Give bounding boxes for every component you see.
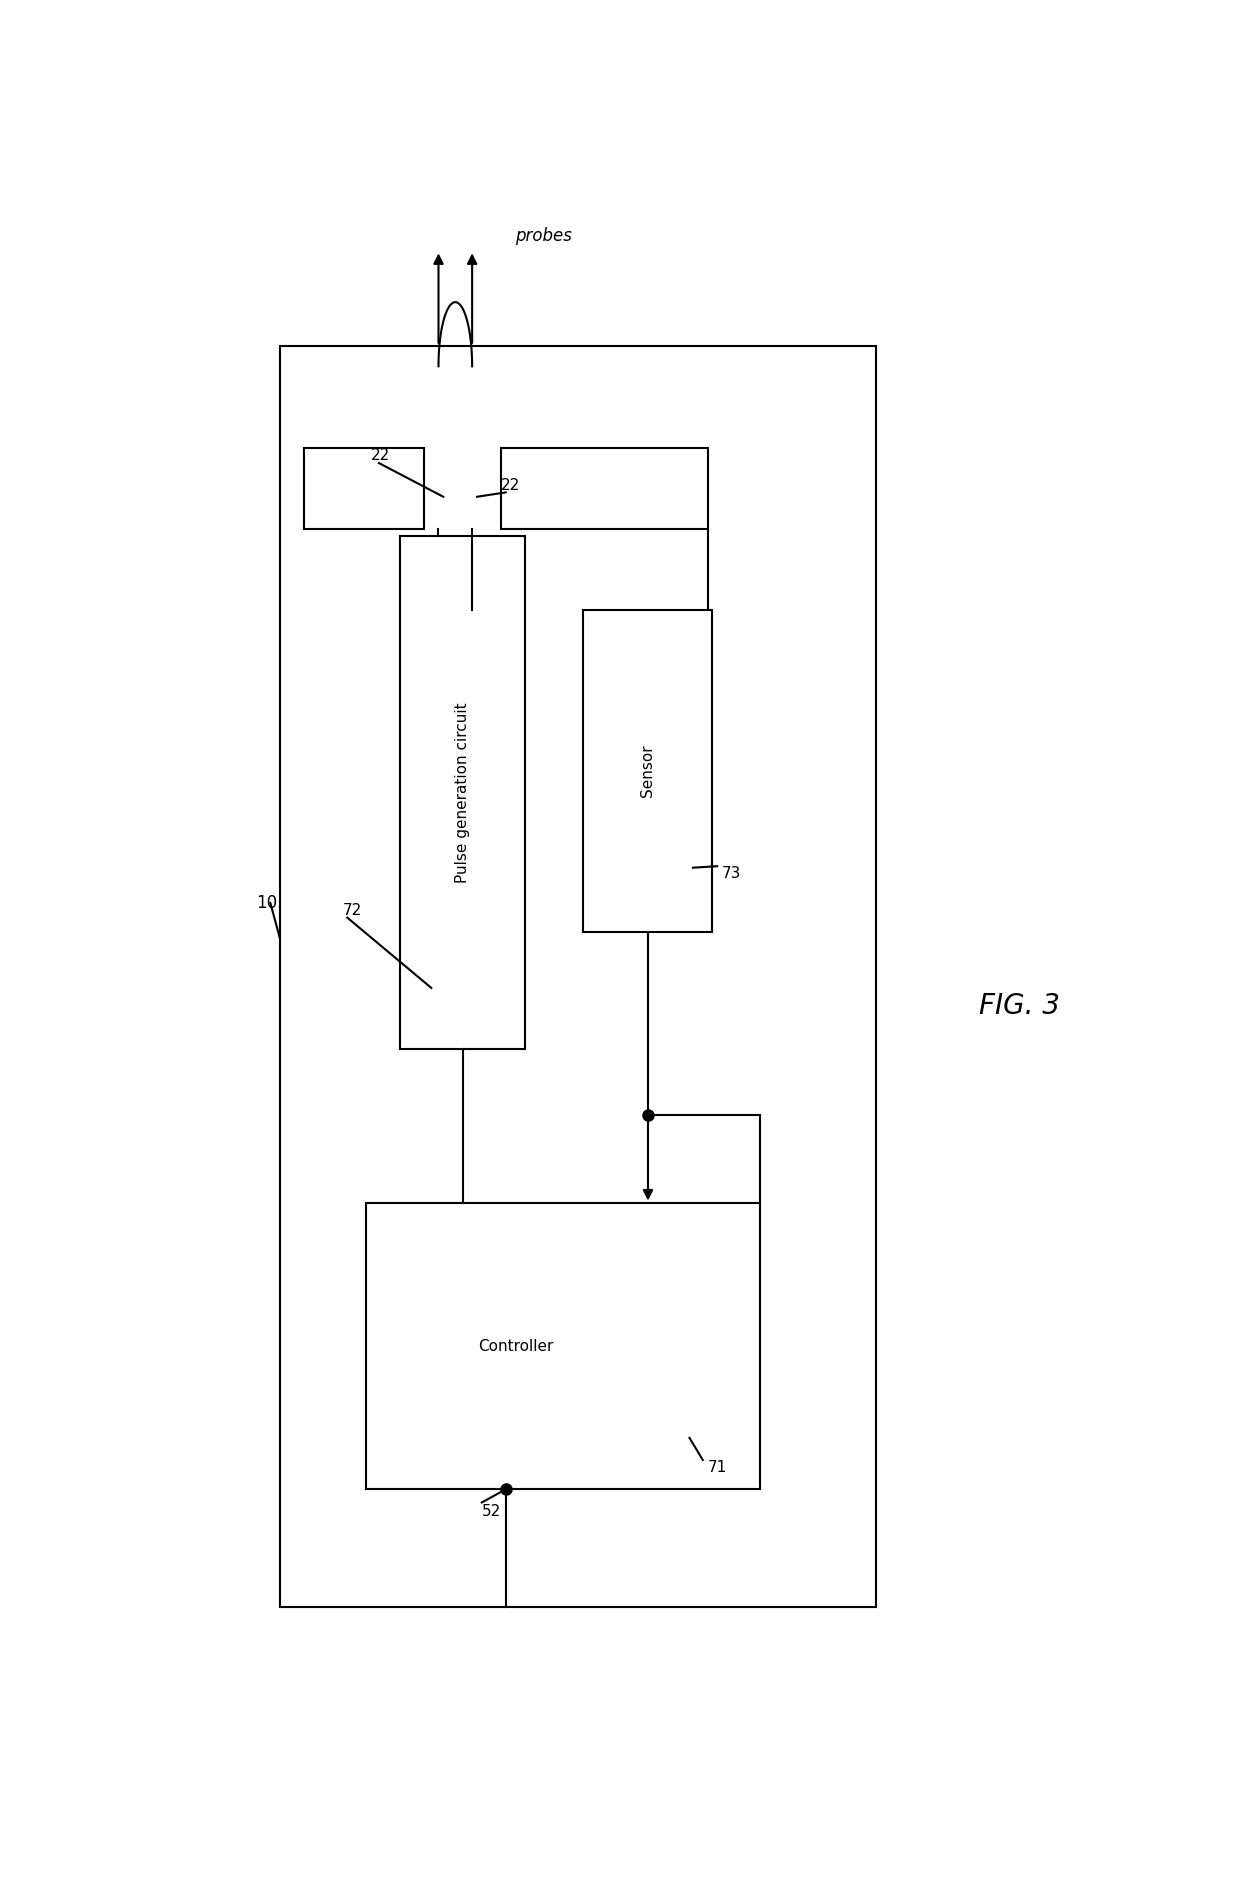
Text: 22: 22 (501, 478, 521, 493)
Text: Pulse generation circuit: Pulse generation circuit (455, 703, 470, 883)
Bar (501, 447, 708, 529)
Text: probes: probes (516, 227, 572, 246)
Text: 52: 52 (481, 1504, 501, 1519)
Text: 22: 22 (371, 447, 391, 463)
Bar (367, 1203, 760, 1489)
Text: 72: 72 (342, 902, 362, 918)
Text: Controller: Controller (479, 1339, 554, 1354)
Bar (304, 447, 424, 529)
Text: FIG. 3: FIG. 3 (980, 992, 1060, 1019)
Text: 10: 10 (255, 893, 277, 912)
Text: 73: 73 (722, 866, 742, 882)
Text: Sensor: Sensor (640, 744, 655, 798)
Text: 71: 71 (708, 1460, 727, 1476)
Bar (583, 609, 713, 933)
Bar (401, 537, 525, 1049)
Bar (280, 347, 875, 1607)
